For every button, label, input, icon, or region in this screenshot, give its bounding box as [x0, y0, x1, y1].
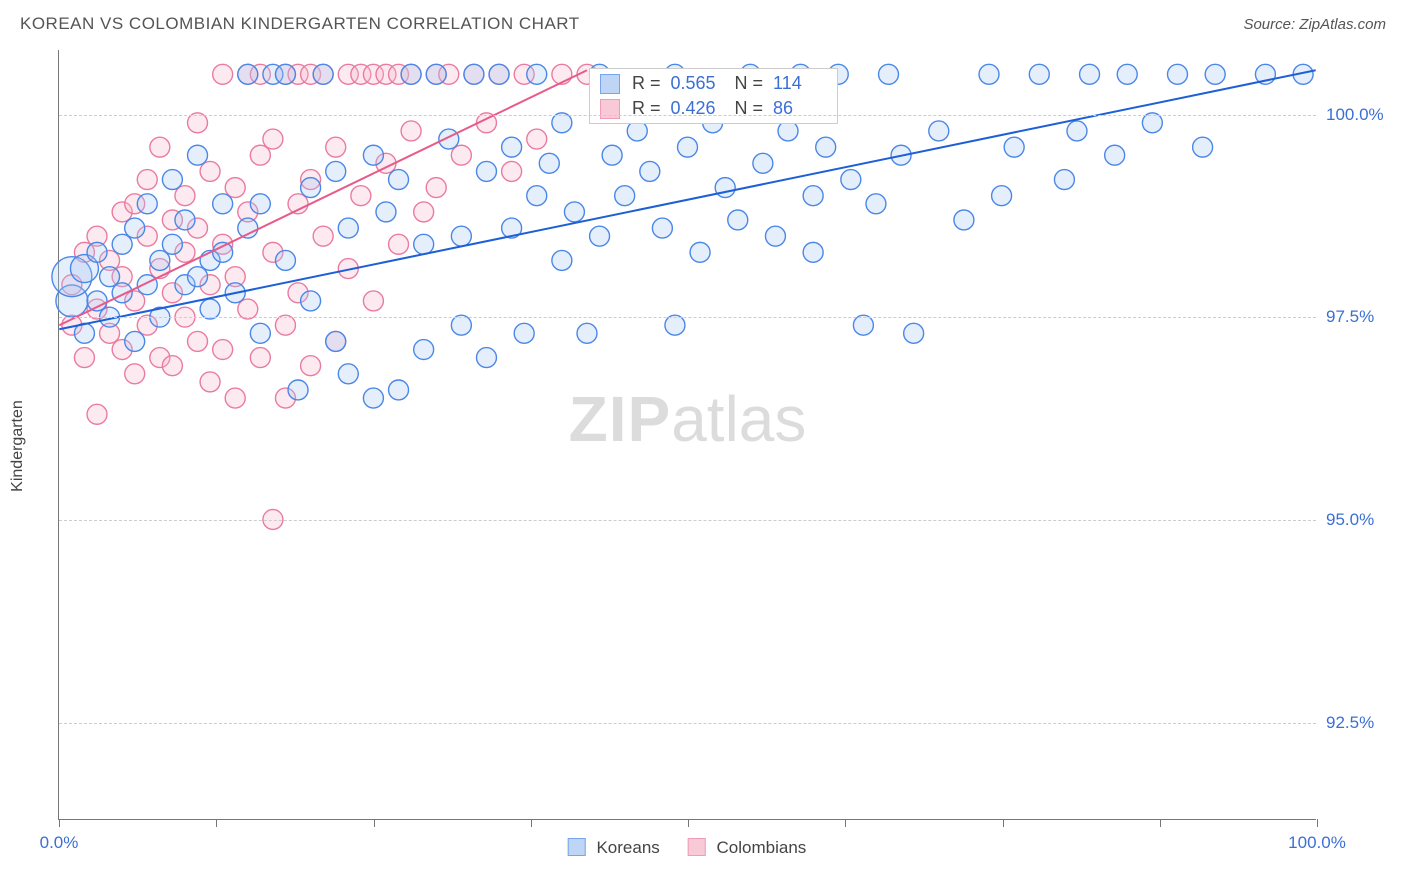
- axes-frame: ZIPatlas R = 0.565 N = 114 R = 0.426 N =…: [58, 50, 1316, 820]
- n-label: N =: [735, 98, 764, 119]
- n-label: N =: [735, 73, 764, 94]
- x-tick: [688, 819, 689, 827]
- gridline-horizontal: [59, 520, 1316, 521]
- y-tick-label: 100.0%: [1326, 105, 1396, 125]
- y-tick-label: 95.0%: [1326, 510, 1396, 530]
- r-label: R =: [632, 73, 661, 94]
- legend-swatch-series1-icon: [600, 74, 620, 94]
- legend-swatch-series2-icon: [688, 838, 706, 856]
- y-tick-label: 97.5%: [1326, 307, 1396, 327]
- gridline-horizontal: [59, 723, 1316, 724]
- x-tick: [1317, 819, 1318, 827]
- stats-row-series1: R = 0.565 N = 114: [600, 73, 827, 94]
- legend-label-series2: Colombians: [717, 838, 807, 857]
- x-tick: [216, 819, 217, 827]
- n-value-series1: 114: [773, 73, 827, 94]
- legend-swatch-series1-icon: [568, 838, 586, 856]
- stats-row-series2: R = 0.426 N = 86: [600, 98, 827, 119]
- legend-label-series1: Koreans: [596, 838, 659, 857]
- x-tick: [1003, 819, 1004, 827]
- x-tick-label: 100.0%: [1288, 833, 1346, 853]
- plot-area: ZIPatlas R = 0.565 N = 114 R = 0.426 N =…: [58, 50, 1316, 820]
- gridline-horizontal: [59, 115, 1316, 116]
- gridline-horizontal: [59, 317, 1316, 318]
- y-tick-label: 92.5%: [1326, 713, 1396, 733]
- x-tick: [1160, 819, 1161, 827]
- legend-item-series1: Koreans: [568, 838, 660, 858]
- y-axis-label: Kindergarten: [9, 400, 27, 492]
- r-value-series1: 0.565: [671, 73, 725, 94]
- chart-title: KOREAN VS COLOMBIAN KINDERGARTEN CORRELA…: [20, 14, 580, 34]
- n-value-series2: 86: [773, 98, 827, 119]
- scatter-svg: [59, 50, 1316, 819]
- r-label: R =: [632, 98, 661, 119]
- r-value-series2: 0.426: [671, 98, 725, 119]
- x-tick: [374, 819, 375, 827]
- x-tick: [845, 819, 846, 827]
- x-axis-legend: Koreans Colombians: [568, 838, 807, 858]
- x-tick: [59, 819, 60, 827]
- legend-item-series2: Colombians: [688, 838, 807, 858]
- source-label: Source: ZipAtlas.com: [1243, 16, 1386, 33]
- x-tick-label: 0.0%: [40, 833, 79, 853]
- x-tick: [531, 819, 532, 827]
